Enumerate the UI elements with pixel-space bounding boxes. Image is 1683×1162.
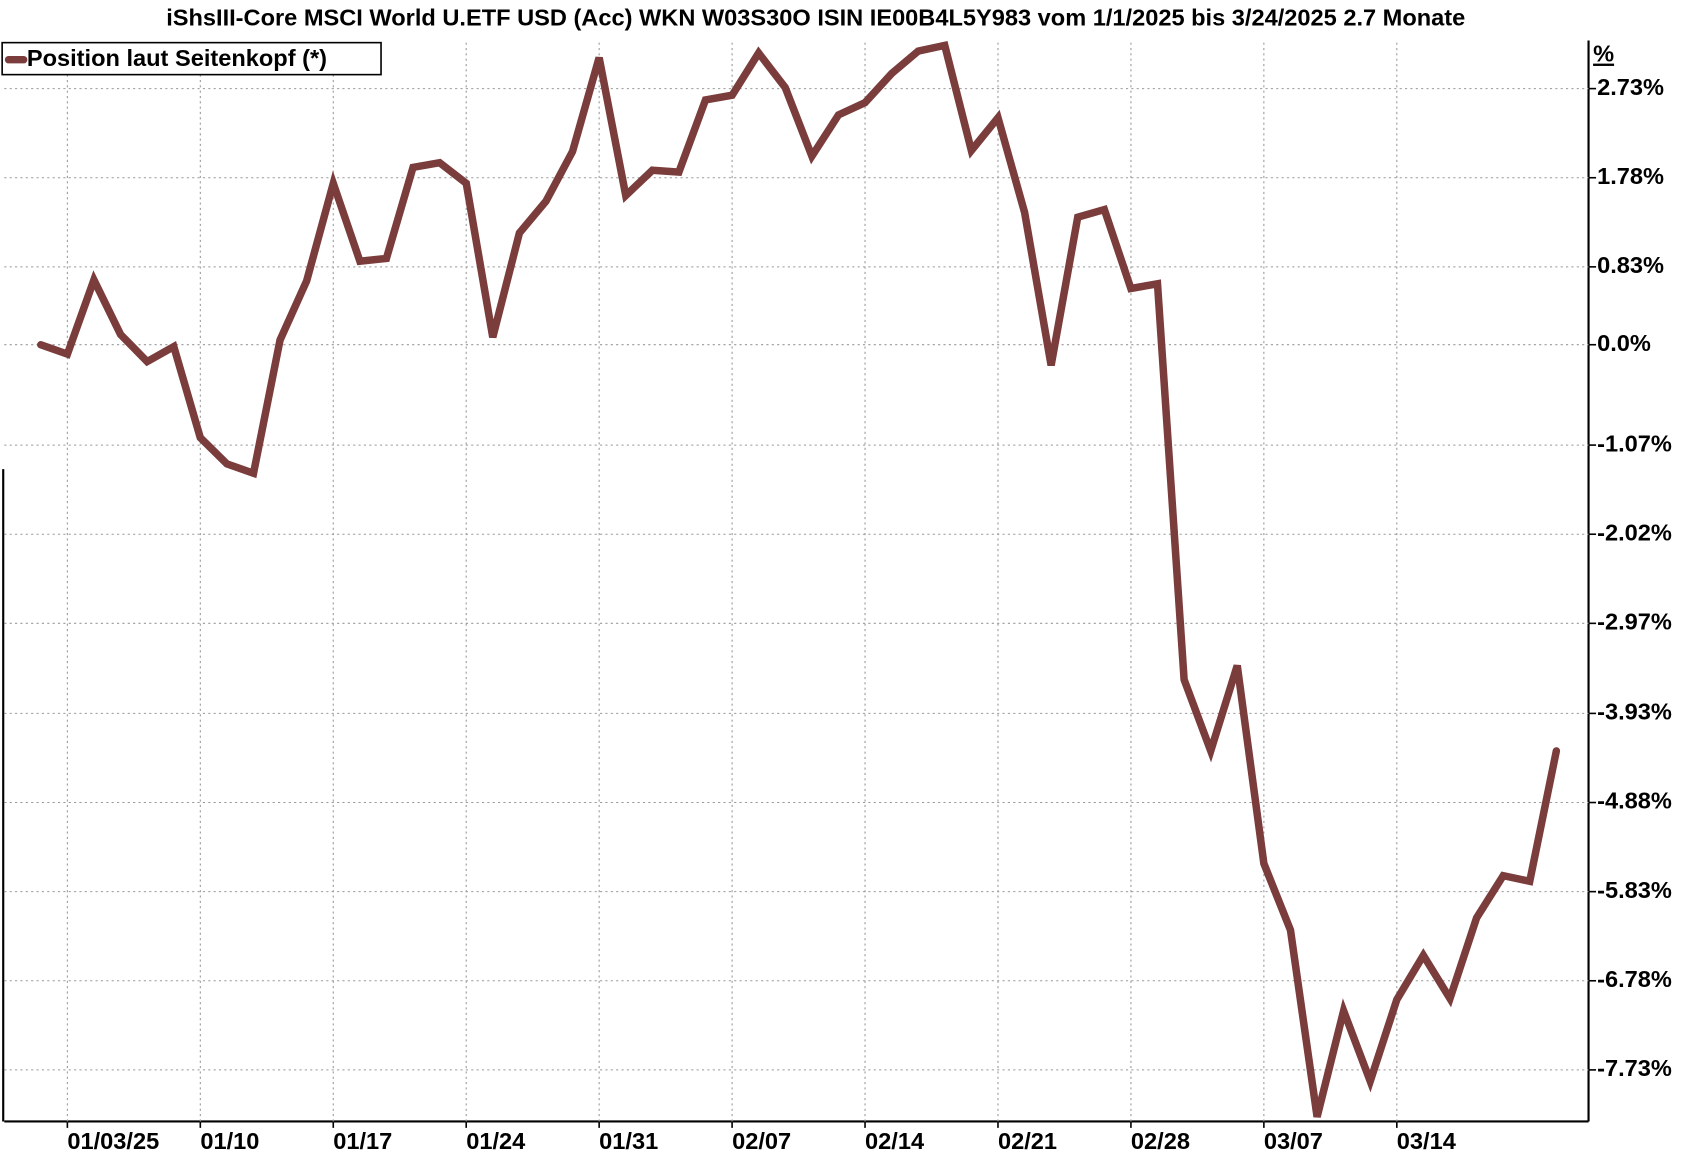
x-tick-label: 01/03/25: [67, 1128, 159, 1154]
x-tick-label: 02/28: [1131, 1128, 1190, 1154]
y-unit: %: [1593, 41, 1614, 67]
legend-label: Position laut Seitenkopf (*): [27, 45, 327, 71]
x-tick-label: 03/07: [1264, 1128, 1323, 1154]
y-tick-label: 1.78%: [1597, 163, 1664, 189]
x-tick-label: 02/14: [865, 1128, 924, 1154]
x-tick-label: 03/14: [1397, 1128, 1456, 1154]
x-tick-label: 01/17: [333, 1128, 392, 1154]
y-tick-label: 2.73%: [1597, 74, 1664, 100]
y-tick-label: -6.78%: [1597, 966, 1672, 992]
y-tick-label: -5.83%: [1597, 877, 1672, 903]
y-tick-label: -7.73%: [1597, 1055, 1672, 1081]
y-tick-label: -2.02%: [1597, 519, 1672, 545]
y-tick-label: -3.93%: [1597, 699, 1672, 725]
legend-box: [1, 41, 382, 76]
legend: Position laut Seitenkopf (*): [1, 41, 382, 76]
chart-title: iShsIII-Core MSCI World U.ETF USD (Acc) …: [166, 4, 1465, 30]
y-tick-label: 0.0%: [1597, 330, 1651, 356]
y-tick-label: -4.88%: [1597, 788, 1672, 814]
series-line: [37, 41, 1561, 1118]
x-tick-label: 01/10: [200, 1128, 259, 1154]
x-tick-label: 01/24: [466, 1128, 525, 1154]
x-tick-label: 02/21: [998, 1128, 1057, 1154]
y-tick-label: -1.07%: [1597, 430, 1672, 456]
y-tick-label: 0.83%: [1597, 252, 1664, 278]
y-tick-label: -2.97%: [1597, 609, 1672, 635]
x-tick-label: 02/07: [732, 1128, 791, 1154]
x-tick-label: 01/31: [599, 1128, 658, 1154]
